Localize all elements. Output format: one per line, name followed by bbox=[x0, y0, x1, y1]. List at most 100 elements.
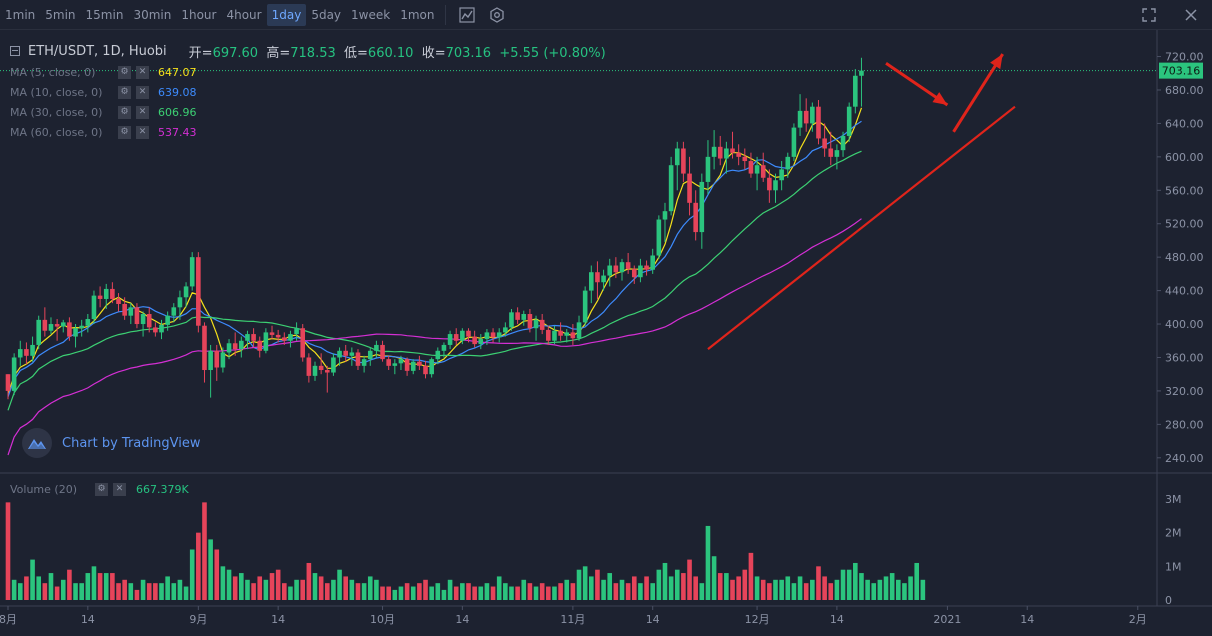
volume-bar bbox=[797, 576, 803, 600]
price-tick-label: 720.00 bbox=[1165, 51, 1204, 64]
chart-style-icon[interactable] bbox=[456, 4, 478, 26]
volume-bar bbox=[619, 579, 625, 600]
price-tick-label: 280.00 bbox=[1165, 418, 1204, 431]
candle-body bbox=[306, 357, 312, 376]
time-tick-label: 14 bbox=[271, 613, 285, 626]
volume-bar bbox=[79, 583, 84, 600]
ma-settings-icon[interactable]: ⚙ bbox=[118, 125, 131, 139]
ma-label: MA (10, close, 0) bbox=[10, 85, 103, 99]
ma-line-60 bbox=[7, 218, 862, 456]
volume-bar bbox=[810, 579, 815, 600]
volume-bar bbox=[146, 583, 152, 600]
volume-bar bbox=[24, 576, 29, 600]
volume-bar bbox=[447, 579, 453, 600]
volume-bar bbox=[896, 579, 901, 600]
volume-bar bbox=[36, 576, 41, 600]
candle-body bbox=[116, 298, 121, 304]
trendline bbox=[707, 105, 1016, 350]
candle-body bbox=[226, 343, 232, 353]
candle-body bbox=[447, 334, 453, 345]
collapse-icon[interactable] bbox=[10, 46, 20, 56]
volume-bar bbox=[681, 573, 686, 600]
volume-bar bbox=[392, 589, 398, 600]
ma-remove-icon[interactable]: ✕ bbox=[136, 85, 149, 99]
volume-bar bbox=[398, 586, 404, 600]
timeframe-4hour[interactable]: 4hour bbox=[226, 7, 262, 22]
timeframe-15min[interactable]: 15min bbox=[85, 7, 124, 22]
high-label: 高= bbox=[266, 45, 291, 61]
fullscreen-icon[interactable] bbox=[1138, 4, 1160, 26]
candle-body bbox=[631, 268, 637, 278]
volume-bar bbox=[318, 576, 324, 600]
volume-bar bbox=[552, 586, 557, 600]
ma-settings-icon[interactable]: ⚙ bbox=[118, 85, 131, 99]
candle-body bbox=[85, 319, 91, 326]
volume-bar bbox=[288, 586, 293, 600]
volume-bar bbox=[607, 573, 613, 600]
candle-body bbox=[644, 265, 649, 270]
tradingview-watermark: Chart by TradingView bbox=[62, 435, 201, 451]
volume-bar bbox=[883, 576, 889, 600]
tradingview-logo-icon bbox=[22, 428, 52, 458]
volume-bar bbox=[724, 573, 729, 600]
timeframe-1min[interactable]: 1min bbox=[5, 7, 36, 22]
candle-body bbox=[853, 75, 858, 107]
candle-body bbox=[239, 340, 244, 350]
volume-remove-icon[interactable]: ✕ bbox=[113, 482, 126, 496]
timeframe-30min[interactable]: 30min bbox=[133, 7, 172, 22]
ma-remove-icon[interactable]: ✕ bbox=[136, 65, 149, 79]
candle-body bbox=[576, 322, 582, 339]
timeframe-1mon[interactable]: 1mon bbox=[400, 7, 435, 22]
candle-body bbox=[140, 314, 146, 325]
volume-bar bbox=[245, 579, 250, 600]
volume-bar bbox=[595, 569, 600, 600]
volume-bar bbox=[300, 579, 306, 600]
volume-bar bbox=[638, 583, 643, 600]
ma-settings-icon[interactable]: ⚙ bbox=[118, 65, 131, 79]
price-tick-label: 320.00 bbox=[1165, 385, 1204, 398]
candle-body bbox=[251, 334, 256, 341]
candle-body bbox=[767, 177, 772, 191]
candle-body bbox=[103, 288, 109, 299]
candle-body bbox=[521, 314, 527, 320]
candle-body bbox=[429, 359, 434, 375]
ma-remove-icon[interactable]: ✕ bbox=[136, 105, 149, 119]
timeframe-5day[interactable]: 5day bbox=[311, 7, 342, 22]
candle-body bbox=[730, 148, 735, 153]
volume-bar bbox=[91, 566, 97, 600]
volume-bar bbox=[331, 579, 336, 600]
tradingview-badge[interactable]: Chart by TradingView bbox=[22, 428, 200, 458]
volume-bar bbox=[275, 569, 281, 600]
timeframe-1hour[interactable]: 1hour bbox=[181, 7, 217, 22]
timeframe-5min[interactable]: 5min bbox=[45, 7, 76, 22]
volume-bar bbox=[834, 579, 840, 600]
candle-body bbox=[674, 148, 680, 166]
time-tick-label: 14 bbox=[455, 613, 469, 626]
candle-body bbox=[288, 334, 293, 341]
last-price-tag bbox=[1159, 62, 1203, 79]
candle-body bbox=[73, 328, 78, 337]
ma-value: 606.96 bbox=[158, 105, 197, 119]
close-icon[interactable] bbox=[1180, 4, 1202, 26]
volume-bar bbox=[767, 583, 772, 600]
ma-settings-icon[interactable]: ⚙ bbox=[118, 105, 131, 119]
volume-bar bbox=[902, 583, 907, 600]
chart[interactable]: 240.00 280.00 320.00 360.00 400.00 440.00 480.… bbox=[0, 30, 1212, 636]
volume-settings-icon[interactable]: ⚙ bbox=[95, 482, 108, 496]
volume-bar bbox=[269, 573, 275, 600]
candle-body bbox=[509, 312, 514, 328]
timeframe-1day[interactable]: 1day bbox=[266, 3, 307, 26]
timeframe-1week[interactable]: 1week bbox=[351, 7, 391, 22]
volume-bar bbox=[196, 532, 201, 600]
volume-bar bbox=[85, 573, 91, 600]
volume-legend: Volume (20) ⚙ ✕ 667.379K bbox=[10, 481, 189, 497]
candle-body bbox=[24, 349, 29, 356]
ohlc-values: 开=697.60 高=718.53 低=660.10 收=703.16 +5.5… bbox=[189, 42, 606, 61]
ma-remove-icon[interactable]: ✕ bbox=[136, 125, 149, 139]
settings-icon[interactable] bbox=[486, 4, 508, 26]
candle-body bbox=[257, 340, 263, 351]
volume-bar bbox=[546, 586, 551, 600]
volume-bar bbox=[460, 583, 465, 600]
candle-body bbox=[496, 332, 502, 338]
volume-bar bbox=[515, 586, 520, 600]
